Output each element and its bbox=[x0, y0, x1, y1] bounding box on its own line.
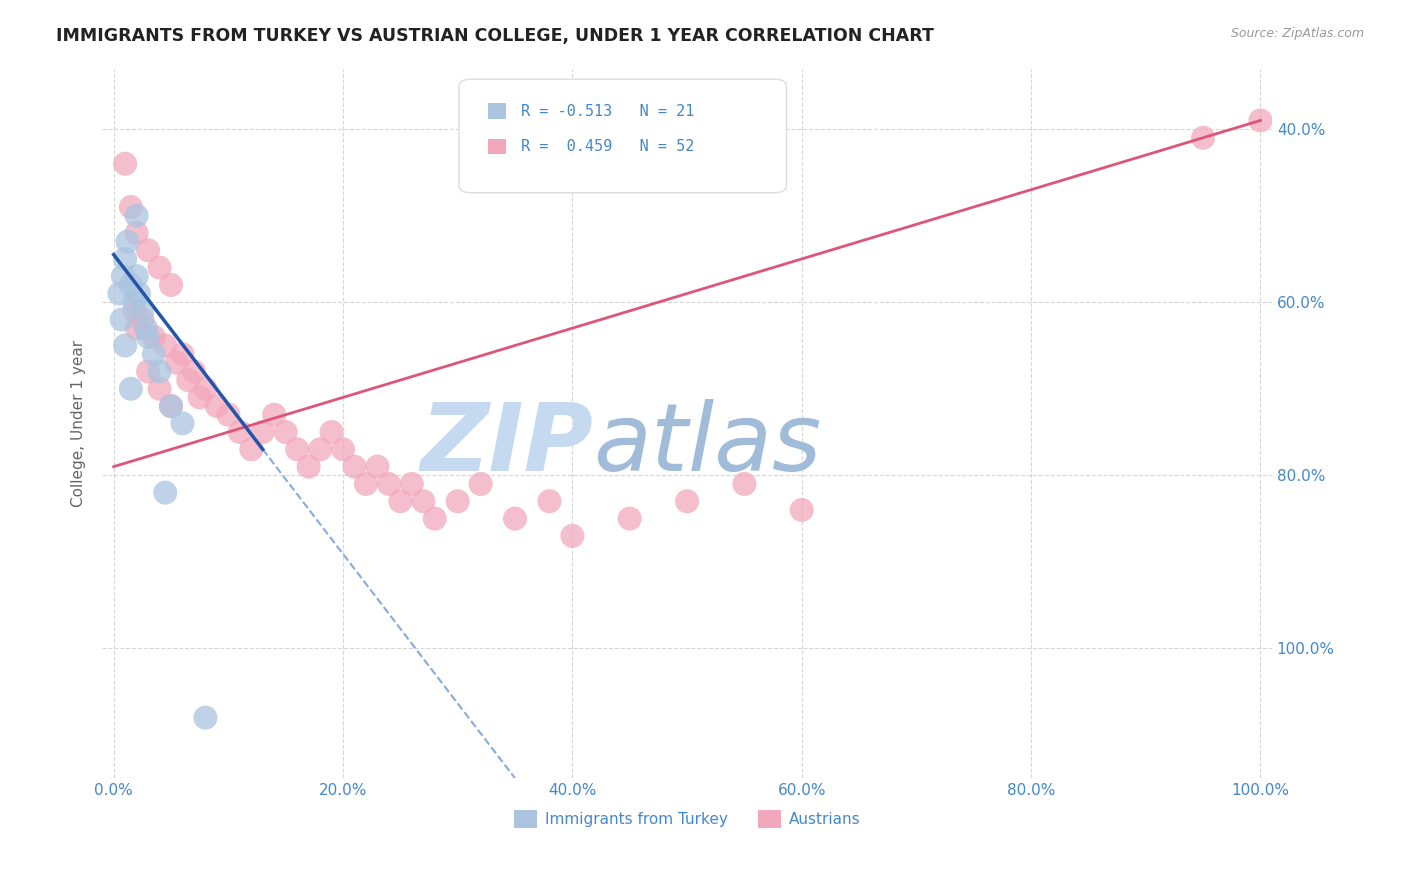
Point bbox=[125, 226, 148, 240]
FancyBboxPatch shape bbox=[488, 103, 506, 119]
Point bbox=[1192, 130, 1215, 145]
Point bbox=[733, 477, 755, 491]
Point bbox=[148, 260, 170, 275]
Text: R = -0.513   N = 21: R = -0.513 N = 21 bbox=[522, 103, 695, 119]
Point bbox=[298, 459, 321, 474]
FancyBboxPatch shape bbox=[458, 79, 786, 193]
Point bbox=[120, 277, 142, 292]
Point bbox=[124, 303, 146, 318]
Text: atlas: atlas bbox=[593, 399, 821, 491]
Point bbox=[177, 373, 200, 387]
Point bbox=[229, 425, 252, 439]
FancyBboxPatch shape bbox=[488, 139, 506, 154]
Point bbox=[155, 338, 177, 352]
Point bbox=[111, 269, 134, 284]
Point bbox=[136, 364, 159, 378]
Point bbox=[470, 477, 492, 491]
Point bbox=[423, 511, 446, 525]
Point bbox=[114, 157, 136, 171]
Point bbox=[160, 277, 183, 292]
Point bbox=[194, 711, 217, 725]
Point bbox=[120, 200, 142, 214]
Point bbox=[194, 382, 217, 396]
Point bbox=[538, 494, 561, 508]
Point bbox=[1249, 113, 1271, 128]
Point bbox=[217, 408, 239, 422]
Text: IMMIGRANTS FROM TURKEY VS AUSTRIAN COLLEGE, UNDER 1 YEAR CORRELATION CHART: IMMIGRANTS FROM TURKEY VS AUSTRIAN COLLE… bbox=[56, 27, 934, 45]
Point bbox=[172, 417, 194, 431]
Point bbox=[114, 252, 136, 266]
Point bbox=[148, 364, 170, 378]
Point bbox=[205, 399, 228, 413]
Point bbox=[321, 425, 343, 439]
Point bbox=[252, 425, 274, 439]
Point bbox=[619, 511, 641, 525]
Point bbox=[142, 347, 165, 361]
Point bbox=[183, 364, 205, 378]
Text: R =  0.459   N = 52: R = 0.459 N = 52 bbox=[522, 139, 695, 154]
Point bbox=[124, 295, 146, 310]
Point bbox=[172, 347, 194, 361]
Point bbox=[274, 425, 297, 439]
Point bbox=[120, 382, 142, 396]
Y-axis label: College, Under 1 year: College, Under 1 year bbox=[72, 340, 86, 507]
Point bbox=[790, 503, 813, 517]
Point bbox=[160, 399, 183, 413]
Point bbox=[447, 494, 470, 508]
Point bbox=[131, 312, 153, 326]
Point bbox=[343, 459, 366, 474]
Point bbox=[240, 442, 263, 457]
Point bbox=[412, 494, 434, 508]
Point bbox=[131, 303, 153, 318]
Point bbox=[160, 399, 183, 413]
Point bbox=[263, 408, 285, 422]
Point bbox=[114, 338, 136, 352]
Point bbox=[136, 330, 159, 344]
Point bbox=[135, 321, 157, 335]
Point bbox=[128, 286, 150, 301]
Point bbox=[111, 312, 134, 326]
Point bbox=[676, 494, 699, 508]
Point bbox=[309, 442, 332, 457]
Point bbox=[332, 442, 354, 457]
Point bbox=[108, 286, 131, 301]
Legend: Immigrants from Turkey, Austrians: Immigrants from Turkey, Austrians bbox=[508, 804, 866, 834]
Point bbox=[166, 356, 188, 370]
Point bbox=[366, 459, 388, 474]
Point bbox=[561, 529, 583, 543]
Point bbox=[117, 235, 139, 249]
Point bbox=[136, 244, 159, 258]
Point bbox=[148, 382, 170, 396]
Point bbox=[389, 494, 412, 508]
Point bbox=[503, 511, 526, 525]
Point bbox=[155, 485, 177, 500]
Point bbox=[378, 477, 401, 491]
Point bbox=[354, 477, 377, 491]
Point bbox=[125, 269, 148, 284]
Point bbox=[401, 477, 423, 491]
Text: Source: ZipAtlas.com: Source: ZipAtlas.com bbox=[1230, 27, 1364, 40]
Point bbox=[125, 321, 148, 335]
Point bbox=[142, 330, 165, 344]
Point bbox=[125, 209, 148, 223]
Point bbox=[285, 442, 308, 457]
Text: ZIP: ZIP bbox=[420, 399, 593, 491]
Point bbox=[188, 391, 211, 405]
